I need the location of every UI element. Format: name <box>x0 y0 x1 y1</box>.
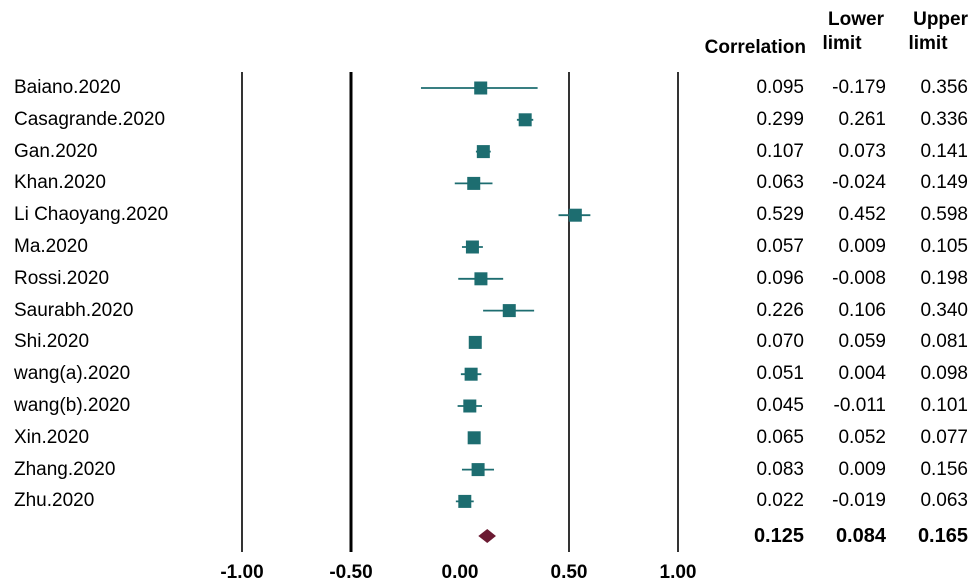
lower-limit-value: 0.009 <box>838 458 886 480</box>
correlation-value: 0.529 <box>756 204 804 226</box>
upper-limit-value: 0.336 <box>920 108 968 130</box>
effect-marker <box>502 304 516 318</box>
study-name: wang(b).2020 <box>14 395 131 416</box>
lower-limit-value: 0.009 <box>838 236 886 257</box>
effect-marker <box>467 176 481 190</box>
effect-marker <box>568 208 582 222</box>
lower-limit-value: 0.261 <box>838 108 886 130</box>
summary-upper-limit: 0.165 <box>917 525 968 547</box>
upper-limit-value: 0.598 <box>920 204 968 226</box>
study-name: Khan.2020 <box>14 172 106 194</box>
effect-marker <box>474 81 488 95</box>
upper-limit-value: 0.081 <box>920 331 968 353</box>
lower-limit-value: 0.059 <box>838 331 886 353</box>
lower-limit-value: -0.179 <box>832 77 886 98</box>
study-name: Gan.2020 <box>14 140 98 162</box>
lower-limit-value: 0.004 <box>838 363 886 385</box>
x-tick-label: 1.00 <box>659 562 697 583</box>
correlation-value: 0.226 <box>756 299 804 321</box>
study-name: Xin.2020 <box>14 426 90 448</box>
study-name: Zhu.2020 <box>14 490 95 512</box>
effect-marker <box>458 494 472 508</box>
upper-limit-value: 0.063 <box>920 490 968 512</box>
effect-marker <box>464 367 478 381</box>
study-name: Shi.2020 <box>14 331 90 353</box>
upper-limit-value: 0.141 <box>920 140 968 162</box>
correlation-value: 0.051 <box>756 363 804 385</box>
study-name: Ma.2020 <box>14 236 88 257</box>
correlation-value: 0.063 <box>756 172 804 194</box>
x-tick-label: -1.00 <box>220 562 264 583</box>
lower-limit-value: 0.073 <box>838 140 886 162</box>
correlation-value: 0.083 <box>756 458 804 480</box>
study-name: Rossi.2020 <box>14 267 110 289</box>
lower-limit-value: -0.019 <box>832 490 886 512</box>
effect-marker <box>467 431 481 445</box>
study-name: Zhang.2020 <box>14 458 116 480</box>
correlation-value: 0.057 <box>756 236 804 257</box>
study-name: Casagrande.2020 <box>14 108 166 130</box>
upper-limit-value: 0.101 <box>920 395 968 416</box>
x-tick-label: -0.50 <box>329 562 373 583</box>
correlation-value: 0.022 <box>756 490 804 512</box>
summary-correlation: 0.125 <box>753 525 804 547</box>
correlation-value: 0.095 <box>756 77 804 98</box>
header-lower-limit: Lower limit <box>800 8 884 56</box>
study-name: wang(a).2020 <box>14 363 131 385</box>
study-name: Baiano.2020 <box>14 77 121 98</box>
upper-limit-value: 0.149 <box>920 172 968 194</box>
effect-marker <box>468 335 482 349</box>
effect-marker <box>471 463 485 477</box>
correlation-value: 0.107 <box>756 140 804 162</box>
header-lower-line2: limit <box>822 33 862 54</box>
upper-limit-value: 0.156 <box>920 458 968 480</box>
x-tick-label: 0.50 <box>550 562 588 583</box>
lower-limit-value: 0.052 <box>838 426 886 448</box>
upper-limit-value: 0.105 <box>920 236 968 257</box>
correlation-value: 0.070 <box>756 331 804 353</box>
correlation-value: 0.045 <box>756 395 804 416</box>
effect-marker <box>465 240 479 254</box>
header-upper-limit: Upper limit <box>888 8 968 56</box>
x-tick-label: 0.00 <box>441 562 479 583</box>
header-upper-line1: Upper <box>913 9 968 30</box>
effect-marker <box>518 113 532 127</box>
lower-limit-value: -0.008 <box>832 267 886 289</box>
header-lower-line1: Lower <box>828 9 884 30</box>
summary-diamond <box>478 529 496 543</box>
header-correlation: Correlation <box>704 37 806 58</box>
correlation-value: 0.065 <box>756 426 804 448</box>
upper-limit-value: 0.356 <box>920 77 968 98</box>
effect-marker <box>476 145 490 159</box>
study-name: Saurabh.2020 <box>14 299 134 321</box>
correlation-value: 0.096 <box>756 267 804 289</box>
lower-limit-value: 0.452 <box>838 204 886 226</box>
upper-limit-value: 0.077 <box>920 426 968 448</box>
upper-limit-value: 0.340 <box>920 299 968 321</box>
study-name: Li Chaoyang.2020 <box>14 204 169 226</box>
lower-limit-value: 0.106 <box>838 299 886 321</box>
header-upper-line2: limit <box>908 33 948 54</box>
lower-limit-value: -0.024 <box>832 172 886 194</box>
upper-limit-value: 0.098 <box>920 363 968 385</box>
summary-lower-limit: 0.084 <box>835 525 886 547</box>
effect-marker <box>474 272 488 286</box>
effect-marker <box>463 399 477 413</box>
lower-limit-value: -0.011 <box>833 395 886 416</box>
upper-limit-value: 0.198 <box>920 267 968 289</box>
correlation-value: 0.299 <box>756 108 804 130</box>
